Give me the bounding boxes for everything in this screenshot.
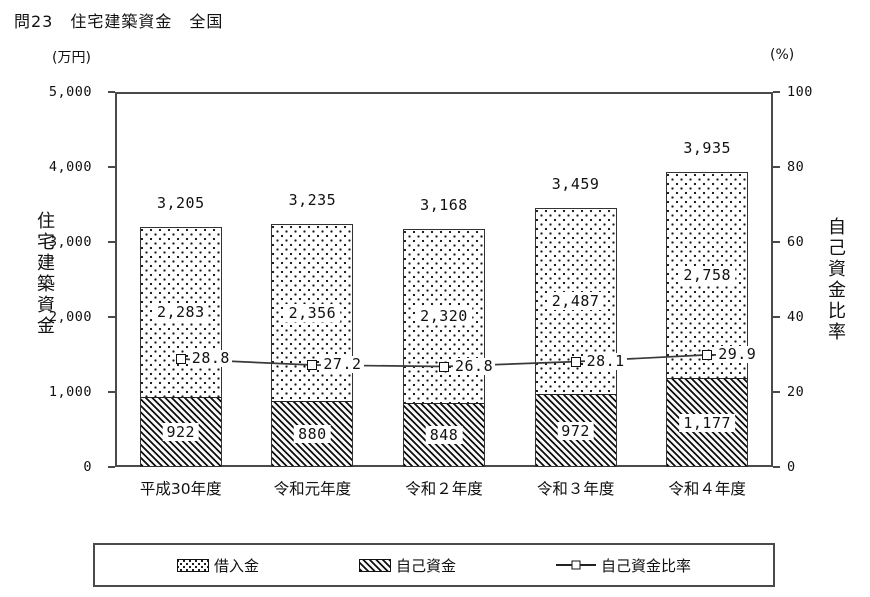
left-axis-tick-label: 3,000 xyxy=(48,234,92,250)
right-axis-tick xyxy=(773,316,780,318)
borrowed-value-label: 2,356 xyxy=(284,303,341,322)
bar-total-label: 3,459 xyxy=(551,174,600,193)
category-label: 令和４年度 xyxy=(668,480,746,498)
bar-total-label: 3,205 xyxy=(156,193,205,212)
category-label: 令和２年度 xyxy=(405,480,483,498)
ratio-value-label: 27.2 xyxy=(321,355,364,373)
right-axis-tick xyxy=(773,241,780,243)
left-axis-tick xyxy=(108,391,115,393)
left-axis-tick xyxy=(108,241,115,243)
borrowed-value-label: 2,320 xyxy=(416,307,472,326)
right-axis-tick xyxy=(773,391,780,393)
ratio-marker xyxy=(307,360,318,370)
borrowed-pattern-icon xyxy=(176,558,209,572)
legend-item-borrowed: 借入金 xyxy=(176,555,259,576)
left-axis-tick-label: 1,000 xyxy=(48,384,92,400)
ratio-value-label: 26.8 xyxy=(453,356,496,375)
legend-item-ratio: 自己資金比率 xyxy=(556,555,691,576)
left-axis-tick xyxy=(108,166,115,168)
ratio-value-label: 28.1 xyxy=(584,351,627,370)
left-axis-tick-label: 0 xyxy=(83,459,92,475)
borrowed-value-label: 2,487 xyxy=(547,291,604,310)
category-label: 令和元年度 xyxy=(273,480,352,498)
ratio-line-marker-icon xyxy=(556,559,596,571)
left-axis-unit: (万円) xyxy=(52,50,91,66)
ratio-marker xyxy=(439,361,449,372)
left-axis-tick-label: 5,000 xyxy=(48,84,92,100)
left-axis-tick-label: 4,000 xyxy=(48,159,92,175)
chart-title: 問23 住宅建築資金 全国 xyxy=(14,12,224,31)
bar-total-label: 3,935 xyxy=(683,138,732,157)
ratio-marker xyxy=(175,354,186,364)
left-axis-title: 住宅建築資金 xyxy=(34,211,55,337)
right-axis-tick-label: 80 xyxy=(787,159,805,175)
own-value-label: 880 xyxy=(294,425,331,443)
borrowed-value-label: 2,758 xyxy=(679,266,736,285)
right-axis-tick-label: 100 xyxy=(787,84,813,100)
right-axis-tick-label: 20 xyxy=(787,384,805,400)
own-funds-segment xyxy=(404,402,484,466)
ratio-value-label: 28.8 xyxy=(189,349,232,367)
right-axis-title: 自己資金比率 xyxy=(825,217,846,343)
ratio-marker xyxy=(570,356,581,367)
legend-label-ratio: 自己資金比率 xyxy=(601,556,692,575)
own-value-label: 848 xyxy=(425,426,463,445)
left-axis-tick xyxy=(108,316,115,318)
ratio-marker xyxy=(702,349,713,360)
category-label: 平成30年度 xyxy=(139,480,222,498)
ratio-value-label: 29.9 xyxy=(716,344,759,363)
left-axis-tick-label: 2,000 xyxy=(48,309,92,325)
right-axis-tick-label: 40 xyxy=(787,309,805,325)
category-label: 令和３年度 xyxy=(536,480,615,498)
right-axis-tick-label: 60 xyxy=(787,234,805,250)
legend-item-own-funds: 自己資金 xyxy=(358,555,456,576)
legend-label-own-funds: 自己資金 xyxy=(395,556,456,575)
own-value-label: 1,177 xyxy=(679,413,736,432)
legend-label-borrowed: 借入金 xyxy=(213,556,259,575)
bar-total-label: 3,235 xyxy=(288,191,337,210)
right-axis-tick xyxy=(773,91,780,93)
own-value-label: 922 xyxy=(162,423,200,442)
bar-total-label: 3,168 xyxy=(420,196,468,215)
own-funds-pattern-icon xyxy=(358,558,391,572)
own-value-label: 972 xyxy=(557,421,594,440)
left-axis-tick xyxy=(108,91,115,93)
right-axis-tick xyxy=(773,466,780,468)
open-square-marker-icon xyxy=(571,560,581,570)
right-axis-tick xyxy=(773,166,780,168)
right-axis-unit: (%) xyxy=(770,47,795,63)
legend: 借入金 自己資金 自己資金比率 xyxy=(93,543,775,587)
left-axis-tick xyxy=(108,466,115,468)
right-axis-tick-label: 0 xyxy=(787,459,796,475)
borrowed-value-label: 2,283 xyxy=(152,303,209,322)
